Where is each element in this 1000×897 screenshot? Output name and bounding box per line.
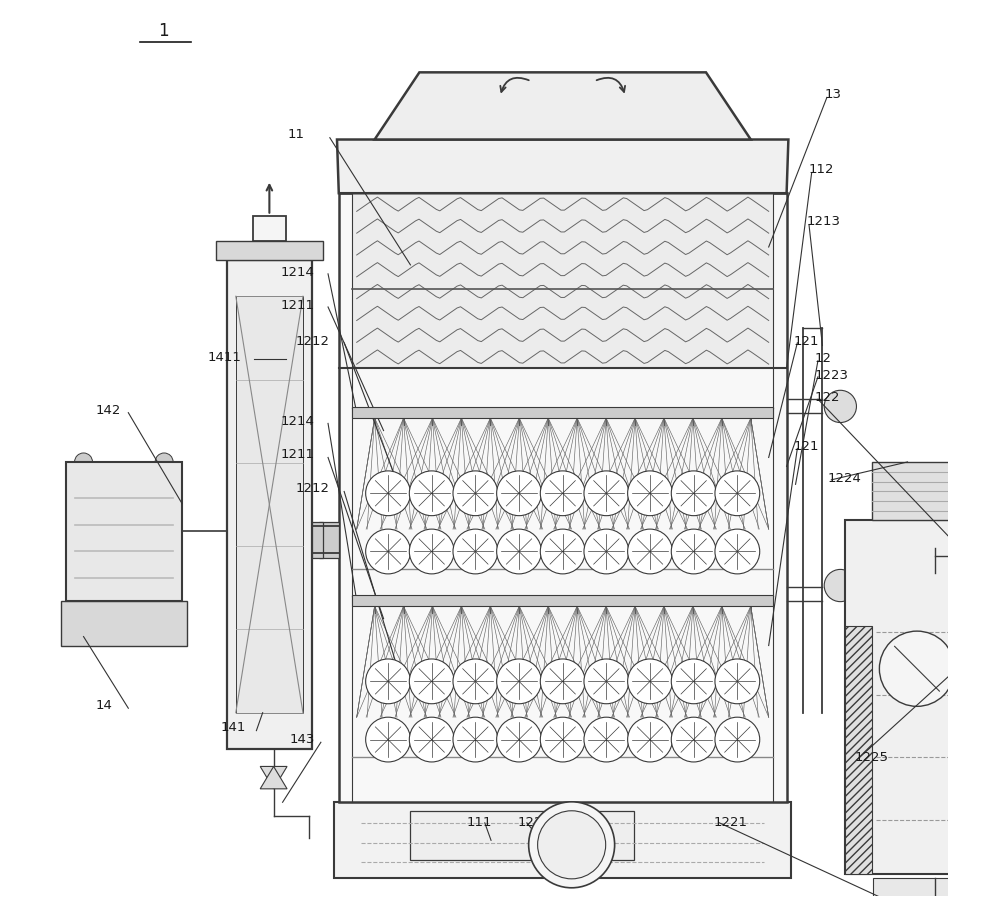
Text: 1225: 1225 — [855, 751, 889, 764]
Circle shape — [497, 718, 541, 762]
Circle shape — [409, 529, 454, 574]
Circle shape — [584, 659, 629, 704]
Bar — [352, 596, 773, 606]
Text: 111: 111 — [467, 816, 492, 830]
Circle shape — [540, 471, 585, 516]
Circle shape — [366, 471, 410, 516]
Circle shape — [453, 718, 498, 762]
Text: 121: 121 — [794, 335, 819, 347]
Circle shape — [715, 471, 760, 516]
Text: 1214: 1214 — [281, 415, 314, 428]
Bar — [410, 811, 634, 860]
Bar — [236, 296, 303, 713]
Circle shape — [584, 529, 629, 574]
Bar — [873, 878, 963, 897]
Circle shape — [584, 471, 629, 516]
Bar — [66, 462, 182, 601]
Circle shape — [671, 529, 716, 574]
Circle shape — [671, 659, 716, 704]
Circle shape — [453, 659, 498, 704]
Bar — [61, 601, 187, 646]
Text: 142: 142 — [95, 405, 121, 417]
Circle shape — [538, 811, 606, 879]
Text: 112: 112 — [809, 163, 834, 177]
Circle shape — [671, 718, 716, 762]
Circle shape — [453, 471, 498, 516]
Text: 11: 11 — [288, 127, 305, 141]
Bar — [845, 520, 984, 874]
Text: 1: 1 — [158, 22, 169, 40]
Circle shape — [628, 659, 672, 704]
Text: 1224: 1224 — [828, 472, 862, 484]
Bar — [339, 193, 787, 802]
Text: 122: 122 — [814, 391, 840, 404]
Bar — [216, 240, 323, 260]
Text: 1213: 1213 — [806, 215, 840, 229]
Bar — [352, 407, 773, 418]
Circle shape — [453, 529, 498, 574]
Text: 1211: 1211 — [281, 299, 315, 311]
Bar — [227, 260, 312, 748]
Text: 14: 14 — [95, 699, 112, 712]
Text: 12: 12 — [814, 353, 831, 365]
Circle shape — [628, 529, 672, 574]
Circle shape — [671, 471, 716, 516]
Circle shape — [824, 570, 856, 602]
Circle shape — [715, 659, 760, 704]
Circle shape — [155, 453, 173, 471]
Text: 1212: 1212 — [296, 335, 330, 347]
Text: 1211: 1211 — [281, 448, 315, 461]
Circle shape — [75, 453, 92, 471]
Text: 1212: 1212 — [296, 483, 330, 495]
Text: 13: 13 — [824, 88, 841, 101]
Circle shape — [540, 659, 585, 704]
Circle shape — [529, 802, 615, 888]
Circle shape — [366, 659, 410, 704]
Bar — [75, 475, 173, 588]
Text: 1222: 1222 — [518, 816, 552, 830]
Circle shape — [628, 471, 672, 516]
Circle shape — [715, 529, 760, 574]
Text: 121: 121 — [794, 440, 819, 453]
Circle shape — [540, 529, 585, 574]
Bar — [253, 215, 286, 240]
Circle shape — [715, 718, 760, 762]
Text: 141: 141 — [221, 721, 246, 735]
Circle shape — [409, 471, 454, 516]
Text: 1223: 1223 — [814, 369, 848, 381]
Text: 1214: 1214 — [281, 266, 314, 279]
Polygon shape — [260, 766, 287, 788]
Polygon shape — [337, 140, 788, 193]
Circle shape — [879, 631, 955, 706]
Polygon shape — [260, 766, 287, 788]
Text: 143: 143 — [290, 733, 315, 746]
Bar — [312, 522, 323, 558]
Bar — [319, 522, 339, 558]
Bar — [352, 193, 773, 368]
Circle shape — [409, 659, 454, 704]
Circle shape — [540, 718, 585, 762]
Circle shape — [584, 718, 629, 762]
Circle shape — [628, 718, 672, 762]
Text: 1411: 1411 — [207, 351, 241, 363]
Polygon shape — [375, 73, 751, 140]
Bar — [872, 462, 952, 520]
Circle shape — [366, 718, 410, 762]
Bar — [334, 802, 791, 878]
Circle shape — [409, 718, 454, 762]
Circle shape — [497, 659, 541, 704]
Text: 1221: 1221 — [713, 816, 747, 830]
Circle shape — [497, 471, 541, 516]
Circle shape — [366, 529, 410, 574]
Bar — [845, 626, 872, 874]
Circle shape — [497, 529, 541, 574]
Circle shape — [824, 390, 856, 422]
